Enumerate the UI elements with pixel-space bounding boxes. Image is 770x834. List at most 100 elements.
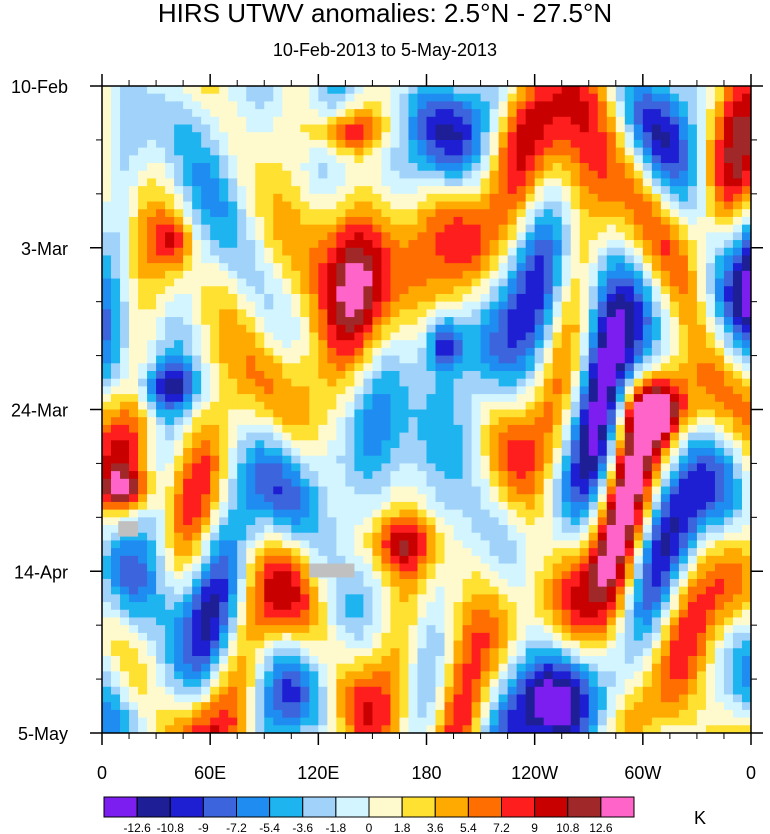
field-cell	[525, 332, 536, 341]
field-cell	[471, 286, 482, 295]
field-cell	[633, 440, 644, 449]
field-cell	[606, 301, 617, 310]
field-cell	[192, 478, 202, 488]
field-cell	[147, 370, 157, 380]
field-cell	[642, 571, 653, 580]
field-cell	[741, 193, 751, 203]
field-cell	[165, 193, 175, 203]
field-cell	[102, 324, 112, 334]
field-cell	[462, 186, 473, 195]
field-cell	[129, 301, 139, 310]
field-cell	[255, 170, 265, 180]
field-cell	[453, 586, 464, 595]
field-cell	[192, 501, 202, 511]
field-cell	[723, 494, 734, 503]
field-cell	[390, 448, 401, 457]
field-cell	[480, 571, 491, 580]
field-cell	[453, 193, 464, 203]
field-cell	[642, 586, 653, 595]
field-cell	[453, 417, 464, 426]
field-cell	[705, 116, 716, 126]
field-cell	[363, 147, 374, 156]
field-cell	[561, 455, 572, 465]
field-cell	[363, 363, 374, 372]
field-cell	[318, 501, 328, 511]
field-cell	[228, 448, 238, 457]
field-cell	[372, 363, 383, 372]
field-cell	[453, 540, 464, 549]
field-cell	[147, 347, 157, 357]
field-cell	[147, 363, 157, 372]
field-cell	[408, 471, 419, 480]
field-cell	[678, 417, 689, 426]
field-cell	[129, 116, 139, 126]
field-cell	[579, 240, 590, 249]
field-cell	[552, 347, 563, 357]
field-cell	[372, 147, 383, 156]
field-cell	[624, 240, 635, 249]
field-cell	[453, 324, 464, 334]
field-cell	[138, 301, 148, 310]
field-cell	[651, 109, 662, 118]
field-cell	[525, 532, 536, 542]
field-cell	[687, 370, 698, 380]
field-cell	[201, 201, 211, 210]
field-cell	[543, 309, 554, 318]
field-cell	[552, 517, 563, 526]
field-cell	[507, 147, 518, 156]
field-cell	[678, 448, 689, 457]
field-cell	[669, 232, 680, 241]
field-cell	[588, 278, 599, 287]
field-cell	[534, 440, 545, 449]
field-cell	[651, 401, 662, 411]
field-cell	[633, 340, 644, 349]
field-cell	[516, 193, 527, 203]
field-cell	[354, 240, 364, 249]
field-cell	[147, 578, 157, 588]
field-cell	[732, 555, 743, 565]
field-cell	[552, 363, 563, 372]
field-cell	[489, 525, 500, 534]
field-cell	[246, 609, 256, 619]
field-cell	[363, 286, 374, 295]
field-cell	[264, 116, 274, 126]
field-cell	[129, 602, 139, 611]
field-cell	[390, 286, 401, 295]
field-cell	[507, 93, 518, 102]
field-cell	[156, 186, 166, 195]
field-cell	[327, 332, 337, 341]
field-cell	[561, 578, 572, 588]
field-cell	[111, 255, 121, 264]
field-cell	[426, 355, 437, 364]
field-cell	[264, 370, 274, 380]
field-cell	[435, 540, 446, 549]
field-cell	[543, 255, 554, 264]
field-cell	[120, 540, 130, 549]
field-cell	[165, 209, 175, 218]
field-cell	[165, 609, 175, 619]
field-cell	[669, 401, 680, 411]
field-cell	[201, 286, 211, 295]
field-cell	[687, 386, 698, 395]
field-cell	[183, 186, 193, 195]
field-cell	[732, 370, 743, 380]
field-cell	[453, 370, 464, 380]
field-cell	[291, 486, 301, 495]
field-cell	[210, 378, 220, 387]
field-cell	[246, 116, 256, 126]
field-cell	[543, 548, 554, 557]
field-cell	[444, 609, 455, 619]
field-cell	[192, 602, 202, 611]
field-cell	[696, 440, 707, 449]
field-cell	[183, 532, 193, 542]
field-cell	[129, 540, 139, 549]
field-cell	[543, 509, 554, 518]
field-cell	[633, 471, 644, 480]
field-cell	[579, 324, 590, 334]
field-cell	[336, 209, 346, 218]
field-cell	[129, 617, 139, 626]
field-cell	[336, 432, 346, 441]
field-cell	[255, 155, 265, 164]
field-cell	[453, 501, 464, 511]
field-cell	[300, 101, 310, 110]
